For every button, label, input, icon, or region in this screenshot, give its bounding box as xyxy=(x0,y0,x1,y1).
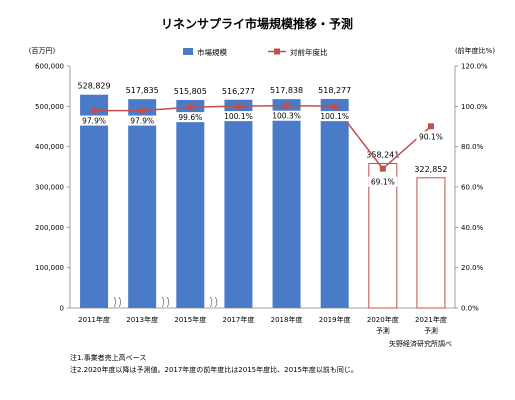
x-tick-label-group: 2011年度 2013年度 2015年度 2017年度 2018年度 2019年度 2020… xyxy=(78,315,447,335)
x-tick-label: 2020年度 xyxy=(367,315,399,324)
left-tick-label: 300,000 xyxy=(35,184,64,192)
axis-break-gap xyxy=(162,297,171,307)
line-label-bg xyxy=(175,112,205,123)
note-2: 注2.2020年度以降は予測値。2017年度の前年度比は2015年度比、2015… xyxy=(70,365,358,374)
right-tick-label: 0.0% xyxy=(461,305,479,313)
line-value-label: 99.6% xyxy=(178,113,202,122)
axis-break-mark xyxy=(118,296,122,308)
right-tick-label: 80.0% xyxy=(461,143,484,151)
axis-break-mark xyxy=(166,296,170,308)
x-tick-label: 2013年度 xyxy=(126,315,158,324)
axis-break-gap xyxy=(210,297,219,307)
left-tick-label: 600,000 xyxy=(35,63,64,71)
legend-line-marker xyxy=(274,48,280,55)
x-tick-label: 2019年度 xyxy=(319,315,351,324)
legend: 市場規模 対前年度比 xyxy=(183,47,328,57)
axis-break-mark xyxy=(215,296,218,308)
line-label-bg xyxy=(416,131,446,142)
left-tick-label: 200,000 xyxy=(35,224,64,232)
x-tick-label: 予測 xyxy=(424,326,438,335)
x-tick-label: 2018年度 xyxy=(271,315,303,324)
legend-bar-label: 市場規模 xyxy=(197,47,227,57)
bar-value-label: 528,829 xyxy=(78,82,111,91)
line-value-label: 100.1% xyxy=(320,112,349,121)
right-tick-label: 60.0% xyxy=(461,184,484,192)
line-label-bg xyxy=(127,115,157,126)
bar xyxy=(80,94,109,309)
right-tick-label: 40.0% xyxy=(461,224,484,232)
axis-break-mark xyxy=(113,296,117,308)
bar xyxy=(272,99,301,308)
legend-line-label: 対前年度比 xyxy=(290,47,328,57)
line-point xyxy=(427,123,434,130)
axis-break-mark xyxy=(210,296,213,308)
left-tick-label: 500,000 xyxy=(35,103,64,111)
line-value-label: 97.9% xyxy=(130,117,154,126)
axis-break-mark xyxy=(161,296,165,308)
line-point xyxy=(187,104,194,111)
line-point xyxy=(139,107,146,114)
line-value-label: 100.1% xyxy=(224,112,253,121)
bar-value-label: 515,805 xyxy=(174,87,207,96)
left-tick-label: 100,000 xyxy=(35,264,64,272)
line-point xyxy=(235,103,242,110)
line-value-label: 69.1% xyxy=(371,178,395,187)
bar xyxy=(368,163,398,309)
line-value-label: 100.3% xyxy=(272,112,301,121)
line-point xyxy=(91,107,98,114)
line-label-bg xyxy=(317,111,352,122)
x-tick-label: 2011年度 xyxy=(78,315,110,324)
line-label-bg xyxy=(368,176,398,187)
legend-bar-swatch xyxy=(183,48,193,55)
bar-value-label: 516,277 xyxy=(222,87,255,96)
line-point xyxy=(283,102,290,109)
bar-value-label: 517,835 xyxy=(126,86,159,95)
chart-title: リネンサプライ市場規模推移・予測 xyxy=(161,16,353,31)
line-value-label: 90.1% xyxy=(419,132,443,141)
line-path xyxy=(94,104,432,170)
right-tick-label: 120.0% xyxy=(461,63,488,71)
bar-value-label: 517,838 xyxy=(270,86,303,95)
bar xyxy=(320,98,349,308)
bar xyxy=(128,99,157,308)
right-axis-unit: (前年度比%) xyxy=(455,46,495,55)
bar-value-label: 518,277 xyxy=(318,86,351,95)
axis-break-gap xyxy=(114,297,123,307)
left-axis-unit: (百万円) xyxy=(29,47,56,55)
line-label-bg xyxy=(221,111,256,122)
note-1: 注1.事業者売上高ベース xyxy=(70,353,146,362)
right-axis-ticks: 0.0% 20.0% 40.0% 60.0% 80.0% 100.0% 120.0% xyxy=(455,63,488,313)
x-tick-label: 2015年度 xyxy=(174,315,206,324)
x-tick-label: 2021年度 xyxy=(415,315,447,324)
x-tick-label: 2017年度 xyxy=(223,315,255,324)
left-axis-ticks: 0 100,000 200,000 300,000 400,000 500,000 600,… xyxy=(35,63,70,313)
line-value-label: 97.9% xyxy=(82,117,106,126)
bar-value-label: 322,852 xyxy=(414,165,447,174)
source-label: 矢野経済研究所調べ xyxy=(389,339,452,348)
right-tick-label: 100.0% xyxy=(461,103,488,111)
axis-break-group xyxy=(113,296,219,308)
x-tick-label: 予測 xyxy=(376,326,390,335)
left-tick-label: 400,000 xyxy=(35,143,64,151)
line-label-bg xyxy=(79,115,109,126)
line-label-bg xyxy=(269,110,304,121)
left-tick-label: 0 xyxy=(60,305,64,313)
line-point xyxy=(331,103,338,110)
right-tick-label: 20.0% xyxy=(461,264,484,272)
bar xyxy=(416,177,446,309)
bar-value-label: 358,241 xyxy=(366,151,399,160)
bar xyxy=(224,99,253,308)
bar xyxy=(176,99,205,308)
bar-group: 528,829 517,835 515,805 516,277 517,838 518,2… xyxy=(78,82,447,309)
line-group: 97.9% 97.9% 99.6% 100.1% 100.3% 100.1% 69.1% 90… xyxy=(79,102,446,187)
line-point xyxy=(379,165,386,172)
